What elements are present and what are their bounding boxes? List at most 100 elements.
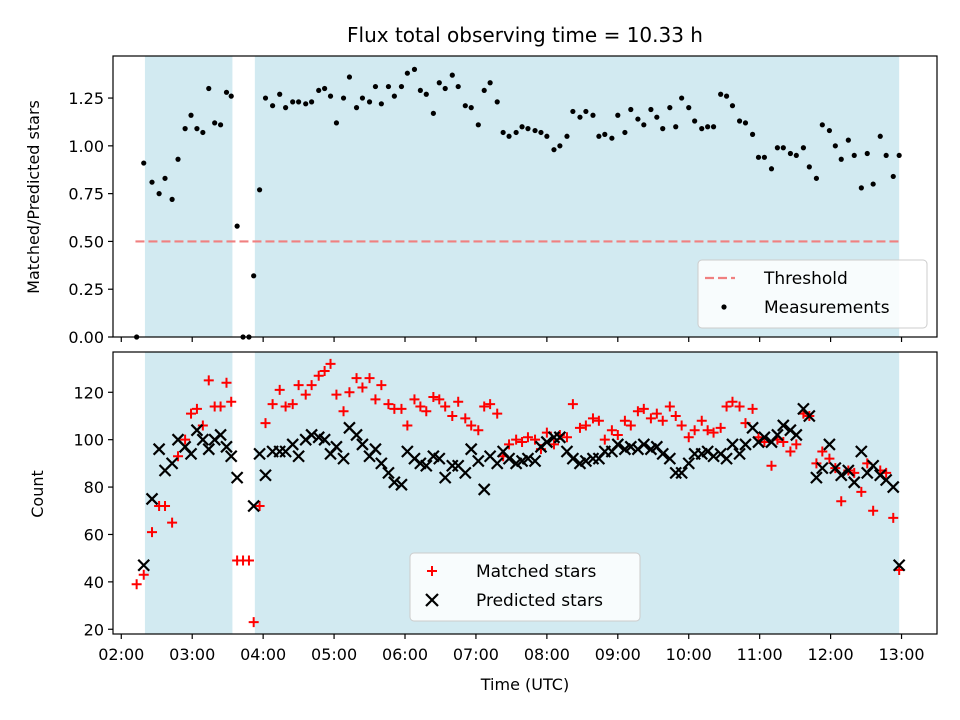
bottom-series-0-point-49 bbox=[440, 401, 451, 412]
top-series-0-point-113 bbox=[851, 152, 857, 159]
bottom-series-1-point-108 bbox=[834, 468, 848, 482]
bottom-series-0-point-13 bbox=[215, 401, 226, 412]
bottom-series-1-point-109 bbox=[842, 464, 855, 477]
bottom-axes-frame bbox=[112, 351, 938, 635]
bottom-series-0-point-60 bbox=[511, 434, 522, 445]
top-series-0-point-91 bbox=[710, 124, 717, 130]
bottom-series-1-point-94 bbox=[746, 421, 759, 435]
top-series-0-point-32 bbox=[333, 120, 340, 126]
top-series-0-point-96 bbox=[742, 120, 749, 126]
top-series-0-point-34 bbox=[346, 74, 353, 80]
top-series-0-point-70 bbox=[577, 114, 583, 120]
bottom-series-1-point-60 bbox=[528, 454, 542, 468]
bottom-series-0-point-7 bbox=[180, 434, 191, 445]
bottom-legend-swatch-1 bbox=[425, 593, 439, 607]
bottom-series-1-point-64 bbox=[553, 431, 567, 444]
top-axes-frame bbox=[112, 55, 938, 338]
top-series-0-point-69 bbox=[570, 108, 576, 115]
top-series-0-point-64 bbox=[538, 129, 544, 136]
bottom-series-0-point-46 bbox=[421, 406, 432, 417]
top-series-0-point-75 bbox=[609, 135, 615, 141]
top-series-0-point-86 bbox=[679, 95, 685, 101]
top-series-0-point-59 bbox=[506, 133, 512, 139]
bottom-series-1-point-25 bbox=[305, 428, 318, 442]
bottom-series-1-point-83 bbox=[675, 466, 688, 480]
top-series-0-point-83 bbox=[660, 126, 666, 132]
top-series-0-point-108 bbox=[819, 122, 825, 128]
bottom-y-tick-label-2: 60 bbox=[84, 525, 104, 544]
bottom-x-tick-label-5: 07:00 bbox=[453, 645, 499, 664]
top-series-0-point-42 bbox=[398, 83, 405, 90]
top-series-0-point-92 bbox=[718, 91, 724, 97]
bottom-series-0-point-40 bbox=[383, 399, 394, 410]
bottom-series-0-point-84 bbox=[664, 401, 675, 412]
bottom-series-0-point-89 bbox=[696, 415, 707, 426]
bottom-series-1-point-39 bbox=[395, 478, 408, 491]
bottom-series-0-point-47 bbox=[428, 392, 439, 403]
bottom-series-0-point-52 bbox=[460, 413, 471, 424]
top-series-0-point-16 bbox=[234, 223, 240, 229]
top-series-0-point-22 bbox=[269, 103, 276, 109]
top-series-0-point-14 bbox=[223, 89, 230, 95]
top-series-0-point-4 bbox=[162, 175, 168, 181]
top-series-0-point-78 bbox=[628, 106, 634, 113]
bottom-x-tick-label-10: 12:00 bbox=[808, 645, 854, 664]
bottom-x-tick-label-2: 04:00 bbox=[240, 645, 286, 664]
bottom-series-1-point-0 bbox=[137, 558, 151, 572]
bottom-series-0-point-9 bbox=[191, 403, 202, 414]
bottom-series-0-point-4 bbox=[160, 501, 171, 512]
top-series-0-point-15 bbox=[228, 93, 234, 99]
bottom-series-0-point-81 bbox=[645, 413, 656, 424]
bottom-series-0-point-57 bbox=[492, 408, 503, 419]
bottom-series-0-point-85 bbox=[670, 410, 681, 421]
top-series-0-point-36 bbox=[359, 95, 366, 101]
bottom-series-1-point-32 bbox=[350, 428, 363, 442]
bottom-series-0-point-31 bbox=[325, 358, 336, 369]
bottom-series-1-point-91 bbox=[726, 438, 739, 451]
top-series-0-point-88 bbox=[692, 118, 698, 124]
top-series-0-point-118 bbox=[883, 152, 889, 159]
top-series-0-point-74 bbox=[602, 131, 608, 137]
bottom-series-0-point-108 bbox=[817, 446, 828, 457]
bottom-series-0-point-29 bbox=[313, 370, 324, 381]
bottom-series-0-point-104 bbox=[791, 439, 802, 450]
top-series-0-point-40 bbox=[385, 83, 392, 90]
top-series-0-point-76 bbox=[615, 112, 621, 118]
top-shaded-interval-0 bbox=[144, 56, 233, 337]
bottom-series-0-point-55 bbox=[479, 401, 490, 412]
bottom-series-1-point-77 bbox=[637, 438, 651, 451]
bottom-series-0-point-61 bbox=[517, 437, 528, 448]
bottom-series-0-point-59 bbox=[504, 439, 515, 450]
top-legend-label-1: Measurements bbox=[764, 298, 890, 318]
bottom-x-tick-label-6: 08:00 bbox=[524, 645, 570, 664]
bottom-series-1-point-52 bbox=[477, 483, 491, 496]
bottom-series-0-point-42 bbox=[396, 403, 407, 414]
bottom-series-0-point-34 bbox=[344, 387, 355, 398]
bottom-series-1-point-62 bbox=[540, 435, 554, 449]
bottom-series-0-point-21 bbox=[260, 418, 271, 429]
top-series-0-point-112 bbox=[845, 137, 851, 143]
bottom-series-1-point-105 bbox=[816, 461, 829, 475]
top-series-0-point-23 bbox=[277, 91, 283, 97]
top-series-0-point-5 bbox=[169, 196, 175, 202]
top-series-0-point-107 bbox=[813, 175, 820, 181]
bottom-series-1-point-93 bbox=[739, 438, 752, 451]
bottom-series-1-point-90 bbox=[720, 452, 733, 465]
bottom-series-1-point-38 bbox=[388, 476, 401, 489]
top-series-0-point-73 bbox=[596, 133, 602, 139]
bottom-series-1-point-15 bbox=[230, 471, 244, 484]
bottom-series-1-point-9 bbox=[196, 433, 210, 446]
bottom-series-0-point-100 bbox=[766, 460, 777, 471]
top-series-0-point-44 bbox=[411, 66, 418, 72]
top-series-0-point-120 bbox=[896, 152, 902, 159]
bottom-series-0-point-62 bbox=[522, 432, 533, 443]
bottom-series-1-point-99 bbox=[777, 419, 790, 432]
top-y-tick-label-4: 1.00 bbox=[68, 137, 104, 156]
top-series-0-point-119 bbox=[890, 173, 896, 180]
bottom-series-1-point-7 bbox=[184, 447, 198, 461]
top-series-0-point-31 bbox=[327, 93, 334, 99]
top-series-0-point-66 bbox=[551, 147, 557, 153]
bottom-series-0-point-86 bbox=[676, 420, 687, 431]
top-series-0-point-111 bbox=[838, 156, 844, 162]
bottom-series-0-point-94 bbox=[727, 396, 738, 407]
